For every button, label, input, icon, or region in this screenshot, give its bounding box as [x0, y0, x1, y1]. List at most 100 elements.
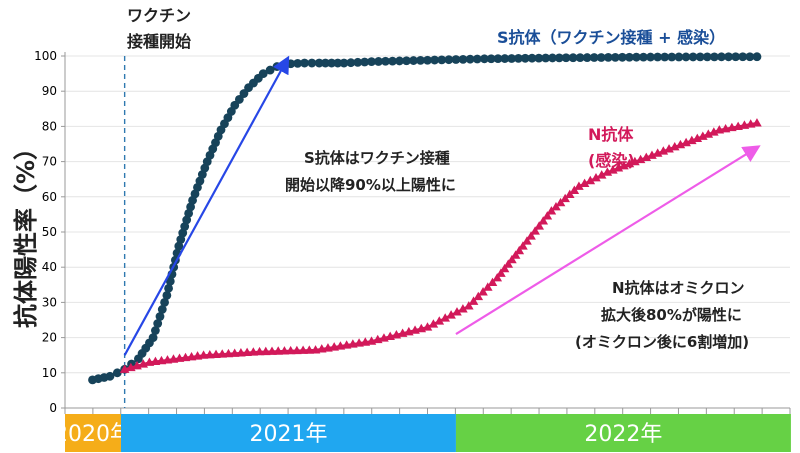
data-point	[591, 172, 601, 182]
s-note-line1: S抗体はワクチン接種	[304, 149, 450, 167]
data-point	[658, 146, 669, 155]
data-point	[530, 226, 540, 235]
data-point	[353, 57, 363, 67]
data-point	[307, 58, 317, 68]
data-point	[669, 142, 680, 151]
data-point	[327, 58, 336, 68]
data-point	[579, 178, 590, 188]
data-point	[422, 322, 433, 331]
data-point	[479, 54, 489, 64]
data-point	[105, 371, 115, 381]
data-point	[520, 53, 530, 63]
data-point	[698, 131, 708, 140]
data-point	[430, 55, 440, 65]
data-point	[574, 181, 584, 190]
data-point	[360, 57, 370, 67]
data-point	[451, 55, 461, 64]
y-axis: 0 10 20 30 40 50 60 70 80 90 100	[34, 49, 66, 415]
data-point	[395, 56, 404, 66]
year-band	[120, 414, 456, 452]
data-point	[500, 54, 510, 63]
data-point	[292, 345, 302, 355]
data-point	[617, 52, 627, 62]
data-point	[646, 52, 655, 62]
year-bands: 2020年 2021年 2022年	[54, 414, 791, 452]
data-point	[150, 326, 160, 335]
data-point	[300, 58, 309, 68]
data-point	[510, 250, 521, 259]
data-point	[702, 52, 712, 62]
data-point	[465, 54, 475, 64]
data-point	[492, 272, 503, 282]
y-tick-label: 70	[42, 155, 57, 169]
data-point	[478, 287, 488, 296]
data-point	[561, 53, 571, 63]
data-point	[482, 282, 493, 291]
data-point	[265, 65, 275, 75]
year-band-label: 2021年	[249, 422, 327, 447]
y-tick-label: 20	[42, 331, 57, 345]
year-band	[455, 414, 791, 452]
vaccine-label-line2: 接種開始	[127, 32, 191, 51]
data-point	[346, 58, 356, 68]
data-point	[314, 58, 324, 68]
data-point	[473, 291, 484, 301]
data-point	[260, 346, 271, 356]
data-point	[731, 52, 741, 62]
data-point	[709, 52, 719, 62]
data-point	[695, 52, 705, 62]
data-point	[752, 118, 762, 127]
data-point	[568, 53, 578, 63]
data-point	[635, 154, 646, 164]
trend-arrow	[123, 55, 290, 356]
data-point	[499, 263, 510, 273]
data-point	[639, 52, 648, 62]
year-band	[65, 414, 121, 452]
series-triangle	[119, 118, 762, 373]
data-point	[526, 231, 536, 240]
data-point	[157, 305, 167, 314]
data-point	[514, 53, 523, 63]
data-point	[632, 52, 641, 62]
data-point	[518, 241, 528, 250]
n-note-line3: (オミクロン後に6割増加)	[575, 333, 749, 351]
data-point	[647, 150, 657, 159]
trend-arrow	[455, 145, 761, 336]
data-point	[664, 144, 674, 153]
year-band-label: 2022年	[584, 422, 662, 447]
data-point	[446, 310, 456, 319]
data-point	[596, 170, 607, 179]
data-point	[493, 54, 503, 64]
data-point	[619, 161, 629, 170]
data-point	[402, 56, 411, 66]
data-point	[164, 283, 173, 293]
data-point	[596, 53, 606, 62]
data-point	[703, 129, 714, 138]
data-point	[507, 254, 517, 264]
data-point	[254, 346, 265, 356]
data-point	[258, 69, 268, 78]
data-point	[582, 53, 592, 62]
s-series-label: S抗体（ワクチン接種 + 感染）	[497, 28, 725, 47]
data-point	[688, 52, 698, 62]
data-point	[428, 319, 439, 328]
data-point	[542, 211, 553, 220]
data-point	[409, 56, 418, 65]
y-tick-label: 0	[49, 401, 57, 415]
data-point	[602, 167, 613, 176]
n-note-line2: 拡大後80%が陽性に	[601, 306, 742, 324]
data-point	[339, 58, 349, 68]
data-point	[279, 346, 290, 355]
data-point	[112, 368, 122, 378]
data-point	[674, 52, 684, 62]
x-axis	[64, 407, 791, 414]
data-point	[534, 221, 544, 230]
data-point	[630, 156, 640, 166]
y-tick-label: 40	[42, 260, 57, 274]
data-point	[434, 316, 445, 325]
n-series-label-line1: N抗体	[588, 125, 634, 144]
data-point	[709, 127, 719, 136]
data-point	[624, 158, 635, 168]
data-point	[681, 137, 691, 147]
data-point	[160, 298, 169, 307]
